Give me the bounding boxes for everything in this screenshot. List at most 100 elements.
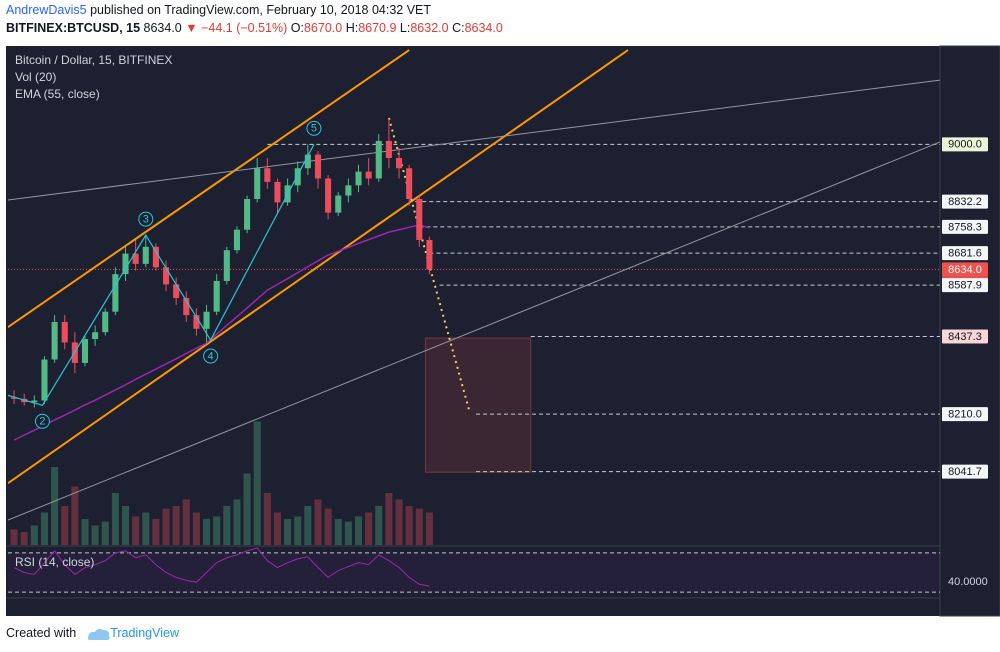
candle-body [385, 140, 392, 158]
target-box [424, 337, 532, 473]
volume-bar [101, 521, 109, 545]
volume-bar [344, 521, 352, 545]
price-label-box [942, 194, 988, 209]
candle-body [223, 250, 230, 281]
candle-body [31, 400, 38, 403]
price-label-box [942, 219, 988, 234]
volume-bar [10, 529, 18, 545]
last: 8634.0 [143, 21, 182, 35]
price-label-box [942, 137, 988, 152]
ohlc-value: 8634.0 [464, 21, 503, 35]
candle-body [335, 195, 342, 213]
change: −44.1 (−0.51%) [201, 21, 288, 35]
wave-marker [34, 413, 50, 429]
price-label: 8210.0 [948, 409, 982, 421]
price-label: 8758.3 [948, 221, 982, 233]
candle-body [355, 171, 362, 186]
candle-body [416, 198, 423, 240]
candle-body [11, 397, 18, 399]
volume-bar [91, 525, 99, 545]
candle-body [61, 321, 68, 343]
price-label: 8832.2 [948, 196, 982, 208]
rsi-band-fill [8, 552, 940, 593]
volume-bar [273, 512, 282, 545]
volume-legend: Vol (20) [15, 70, 56, 84]
volume-bar [304, 506, 312, 545]
price-label-box [942, 329, 988, 344]
candle-body [51, 321, 58, 360]
volume-bar [172, 506, 180, 545]
volume-bar [425, 512, 433, 545]
volume-bar [61, 506, 69, 545]
volume-bar [253, 421, 261, 545]
volume-bar [334, 519, 342, 545]
ema-line [13, 224, 430, 441]
volume-bar [324, 508, 332, 545]
volume-bar [40, 512, 49, 545]
ohlc-key: C: [452, 21, 465, 35]
volume-bar [213, 516, 221, 545]
volume-bar [30, 525, 38, 545]
candle-body [112, 274, 119, 312]
candle-body [162, 267, 170, 285]
header-quote: BITFINEX:BTCUSD, 15 8634.0 ▼ −44.1 (−0.5… [6, 21, 503, 35]
published: published on TradingView.com, February 1… [90, 3, 432, 17]
volume-bar [314, 499, 322, 545]
candle-body [233, 229, 240, 251]
ohlc: O:8670.0 H:8670.9 L:8632.0 C:8634.0 [291, 21, 503, 35]
volume-bar [51, 467, 59, 545]
wave-label: 3 [143, 214, 149, 226]
volume-bar [243, 473, 251, 545]
candle-body [193, 315, 200, 329]
price-label: 8041.7 [948, 466, 982, 478]
candle-body [183, 298, 190, 316]
author[interactable]: AndrewDavis5 [6, 3, 87, 17]
candle-body [203, 311, 210, 329]
price-label: 8437.3 [948, 331, 982, 343]
ohlc-value: 8632.0 [410, 21, 449, 35]
candle-body [264, 168, 271, 182]
price-label: 8681.6 [948, 247, 982, 259]
rsi-line [13, 547, 430, 587]
wave-label: 5 [311, 123, 317, 135]
ema-legend: EMA (55, close) [15, 87, 100, 101]
price-label-box [942, 407, 988, 422]
volume-bar [203, 519, 211, 545]
wave-marker [203, 348, 219, 364]
wave-label: 2 [39, 416, 45, 428]
candle-body [92, 332, 99, 340]
candle-body [304, 154, 311, 169]
candle-body [132, 253, 139, 264]
candle-body [102, 311, 109, 333]
symbol: BITFINEX:BTCUSD, 15 [6, 21, 141, 35]
candle-body [213, 280, 220, 312]
candle-body [254, 168, 261, 199]
volume-bar [263, 493, 271, 545]
candle-body [122, 253, 129, 275]
volume-bar [365, 512, 373, 545]
brand-link[interactable]: TradingView [110, 626, 179, 640]
tradingview-logo[interactable] [86, 626, 112, 642]
candle-body [294, 168, 301, 186]
candle-body [325, 178, 332, 213]
candle-body [173, 284, 180, 299]
volume-bar [385, 493, 393, 545]
candle-body [406, 168, 413, 199]
ohlc-key: L: [399, 21, 411, 35]
price-label-box [942, 464, 988, 479]
trend-line [8, 79, 940, 201]
candle-body [395, 157, 403, 169]
volume-bar [111, 493, 119, 545]
volume-bar [20, 532, 28, 545]
price-label-box [942, 278, 988, 293]
ohlc-value: 8670.0 [303, 21, 343, 35]
volume-bar [405, 506, 413, 545]
price-label-box [942, 246, 988, 261]
ohlc-value: 8670.9 [358, 21, 397, 35]
chart-background [6, 46, 1000, 616]
rsi-legend: RSI (14, close) [15, 555, 94, 569]
wave-line [8, 144, 315, 406]
down-arrow: ▼ [185, 21, 198, 35]
volume-bar [233, 499, 241, 545]
